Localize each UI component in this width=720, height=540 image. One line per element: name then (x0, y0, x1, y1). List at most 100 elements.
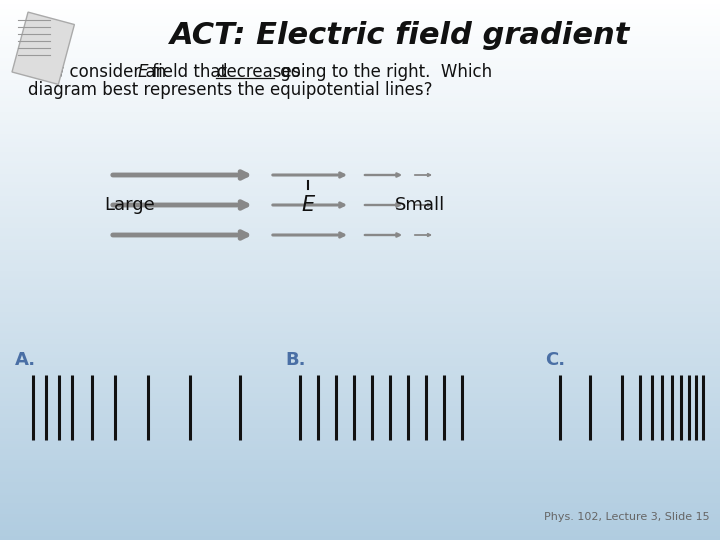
Bar (0, 440, 720, 443)
Bar (0, 534, 720, 537)
Bar (0, 202, 720, 205)
Bar (0, 107, 720, 111)
Bar (0, 132, 720, 135)
Bar (0, 105, 720, 108)
Bar (0, 197, 720, 200)
Bar (0, 272, 720, 275)
Bar (0, 45, 720, 49)
Bar (0, 151, 720, 154)
Bar (0, 188, 720, 192)
Bar (0, 40, 720, 43)
Bar (0, 488, 720, 491)
Bar (0, 415, 720, 418)
Bar (0, 143, 720, 146)
Bar (0, 353, 720, 356)
Text: Now consider an: Now consider an (28, 63, 171, 81)
Bar (0, 480, 720, 483)
Text: A.: A. (15, 351, 36, 369)
Bar (0, 137, 720, 140)
Bar (0, 361, 720, 365)
Bar (0, 80, 720, 84)
Text: ACT: Electric field gradient: ACT: Electric field gradient (170, 21, 630, 50)
Bar (0, 156, 720, 159)
Bar (0, 523, 720, 526)
Bar (0, 175, 720, 178)
Bar (0, 2, 720, 5)
Bar (0, 348, 720, 351)
Bar (0, 159, 720, 162)
Bar (0, 124, 720, 127)
Bar (0, 515, 720, 518)
Bar (0, 178, 720, 181)
Bar (0, 450, 720, 454)
Bar (0, 213, 720, 216)
Text: Large: Large (104, 196, 156, 214)
Bar (0, 521, 720, 524)
Bar (0, 458, 720, 462)
Bar (0, 410, 720, 413)
Bar (0, 396, 720, 400)
Bar (0, 399, 720, 402)
Bar (0, 67, 720, 70)
Bar (0, 431, 720, 435)
Bar (0, 51, 720, 54)
Bar (0, 364, 720, 367)
Bar (0, 321, 720, 324)
Bar (0, 485, 720, 489)
Bar (0, 318, 720, 321)
Bar (0, 116, 720, 119)
Bar (0, 345, 720, 348)
Bar (0, 207, 720, 211)
Bar (0, 467, 720, 470)
Bar (0, 283, 720, 286)
Bar (0, 531, 720, 535)
Bar (0, 153, 720, 157)
Text: field that: field that (147, 63, 233, 81)
Bar (0, 75, 720, 78)
Bar (0, 280, 720, 284)
Bar (0, 456, 720, 459)
Bar (0, 78, 720, 81)
Bar (0, 510, 720, 513)
Bar (0, 99, 720, 103)
Bar (0, 53, 720, 57)
Bar (0, 59, 720, 62)
Bar (0, 502, 720, 505)
Bar (0, 186, 720, 189)
Bar (0, 302, 720, 305)
Bar (0, 26, 720, 30)
Bar (0, 529, 720, 532)
Text: E: E (302, 195, 315, 215)
Bar (0, 29, 720, 32)
Bar (0, 110, 720, 113)
Bar (0, 32, 720, 35)
Bar (0, 37, 720, 40)
Bar (0, 164, 720, 167)
Bar (0, 267, 720, 270)
Bar (0, 94, 720, 97)
Bar (0, 386, 720, 389)
Bar (0, 129, 720, 132)
Bar (0, 296, 720, 300)
Text: going to the right.  Which: going to the right. Which (275, 63, 492, 81)
Bar (0, 118, 720, 122)
Bar (0, 72, 720, 76)
Bar (0, 170, 720, 173)
Bar (0, 491, 720, 494)
Bar (0, 145, 720, 149)
Bar (0, 288, 720, 292)
Bar (0, 334, 720, 338)
Bar (0, 102, 720, 105)
Bar (0, 224, 720, 227)
Bar (0, 394, 720, 397)
Bar (0, 253, 720, 256)
Bar (0, 191, 720, 194)
Bar (0, 278, 720, 281)
Bar (0, 310, 720, 313)
Bar (0, 421, 720, 424)
Bar (0, 242, 720, 246)
Bar (0, 380, 720, 383)
Bar (0, 329, 720, 332)
Bar (0, 264, 720, 267)
Bar (0, 134, 720, 138)
